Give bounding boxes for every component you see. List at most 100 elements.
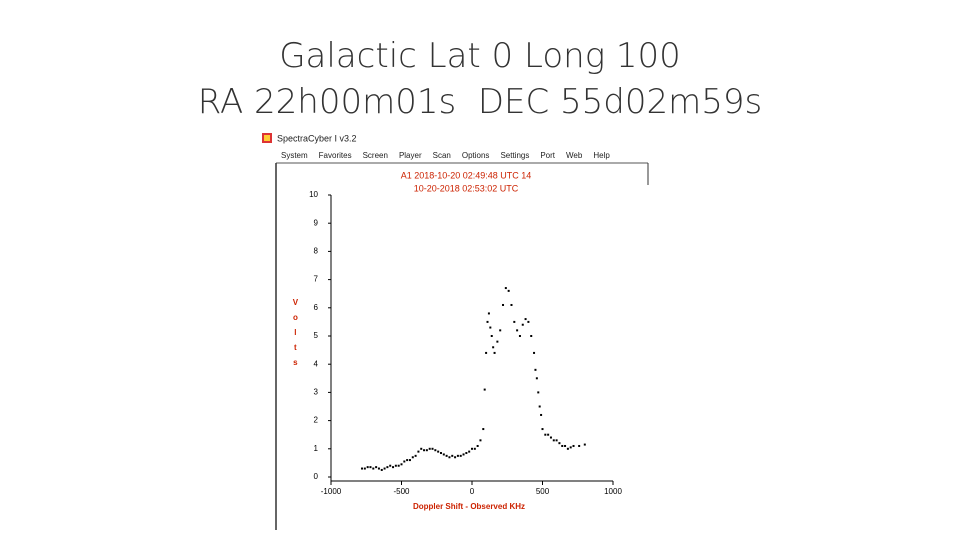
menu-item[interactable]: Options: [462, 151, 490, 160]
data-point: [534, 368, 537, 371]
data-point: [448, 456, 451, 459]
slide-title: RA 22h00m01s DEC 55d02m59s: [197, 82, 763, 122]
data-point: [394, 464, 397, 467]
data-point: [431, 447, 434, 450]
data-point: [486, 320, 489, 323]
data-point: [566, 447, 569, 450]
data-point: [420, 447, 423, 450]
data-point: [462, 453, 465, 456]
data-point: [383, 467, 386, 470]
menu-item[interactable]: Help: [593, 151, 610, 160]
y-tick-label: 3: [314, 388, 319, 397]
menu-item[interactable]: Web: [566, 151, 583, 160]
data-point: [459, 454, 462, 457]
data-point: [476, 444, 479, 447]
data-point: [369, 466, 372, 469]
data-point: [439, 452, 442, 455]
y-tick-label: 9: [314, 218, 319, 227]
y-tick-label: 10: [309, 190, 318, 199]
data-point: [406, 459, 409, 462]
x-tick-label: 500: [536, 487, 550, 496]
data-point: [521, 323, 524, 326]
data-point: [483, 388, 486, 391]
data-point: [499, 329, 502, 332]
data-point: [527, 320, 530, 323]
menu-item[interactable]: Port: [540, 151, 555, 160]
menu-item[interactable]: System: [281, 151, 308, 160]
data-point: [451, 454, 454, 457]
data-point: [489, 326, 492, 329]
data-point: [524, 318, 527, 321]
data-point: [518, 335, 521, 337]
data-point: [578, 444, 581, 447]
data-point: [490, 335, 493, 337]
data-point: [492, 346, 495, 349]
data-point: [411, 456, 414, 459]
data-point: [392, 466, 395, 469]
data-point: [361, 467, 364, 470]
data-point: [502, 303, 505, 306]
data-point: [380, 468, 383, 471]
data-point: [468, 450, 471, 453]
data-point: [572, 444, 575, 447]
data-point: [437, 450, 440, 453]
menu-item[interactable]: Settings: [500, 151, 529, 160]
data-point: [533, 351, 536, 354]
data-point: [496, 340, 499, 343]
data-point: [558, 442, 561, 445]
data-point: [510, 303, 513, 306]
chart-annotation: 10-20-2018 02:53:02 UTC: [414, 183, 519, 193]
data-point: [537, 391, 540, 394]
data-point: [425, 449, 428, 452]
data-point: [482, 428, 485, 431]
data-point: [434, 449, 437, 452]
menu-item[interactable]: Scan: [433, 151, 451, 160]
chart-annotation: A1 2018-10-20 02:49:48 UTC 14: [401, 170, 532, 180]
data-point: [540, 413, 543, 416]
data-point: [366, 466, 369, 469]
data-point: [493, 351, 496, 354]
data-point: [535, 377, 538, 380]
data-point: [363, 467, 366, 470]
window-title: SpectraCyber I v3.2: [277, 133, 357, 143]
data-point: [547, 433, 550, 436]
data-point: [473, 447, 476, 450]
data-point: [471, 447, 473, 450]
data-point: [417, 450, 420, 453]
data-point: [400, 463, 403, 466]
y-tick-label: 6: [314, 303, 319, 312]
data-point: [456, 454, 459, 457]
data-point: [513, 320, 516, 323]
data-point: [487, 312, 490, 315]
menu-item[interactable]: Player: [399, 151, 422, 160]
data-point: [564, 444, 567, 447]
y-axis-label: Volts: [291, 298, 300, 373]
data-point: [454, 456, 457, 459]
data-point: [428, 447, 431, 450]
menu-item[interactable]: Favorites: [319, 151, 352, 160]
data-point: [541, 428, 544, 431]
x-tick-label: 0: [470, 487, 475, 496]
data-point: [372, 467, 375, 470]
data-point: [442, 453, 445, 456]
data-point: [423, 449, 426, 452]
x-tick-label: -1000: [321, 487, 342, 496]
y-tick-label: 7: [314, 275, 319, 284]
menu-item[interactable]: Screen: [363, 151, 388, 160]
data-point: [414, 454, 417, 457]
x-tick-label: -500: [393, 487, 410, 496]
y-tick-label: 1: [314, 444, 319, 453]
data-point: [507, 289, 510, 292]
data-point: [583, 443, 586, 446]
data-point: [555, 439, 558, 442]
data-point: [544, 433, 547, 436]
y-tick-label: 5: [314, 331, 319, 340]
app-icon-inner: [264, 135, 270, 141]
slide-title: Galactic Lat 0 Long 100: [279, 36, 681, 76]
data-point: [504, 287, 507, 290]
data-point: [485, 351, 488, 354]
data-point: [408, 459, 411, 462]
y-tick-label: 2: [314, 416, 319, 425]
data-point: [516, 329, 519, 332]
